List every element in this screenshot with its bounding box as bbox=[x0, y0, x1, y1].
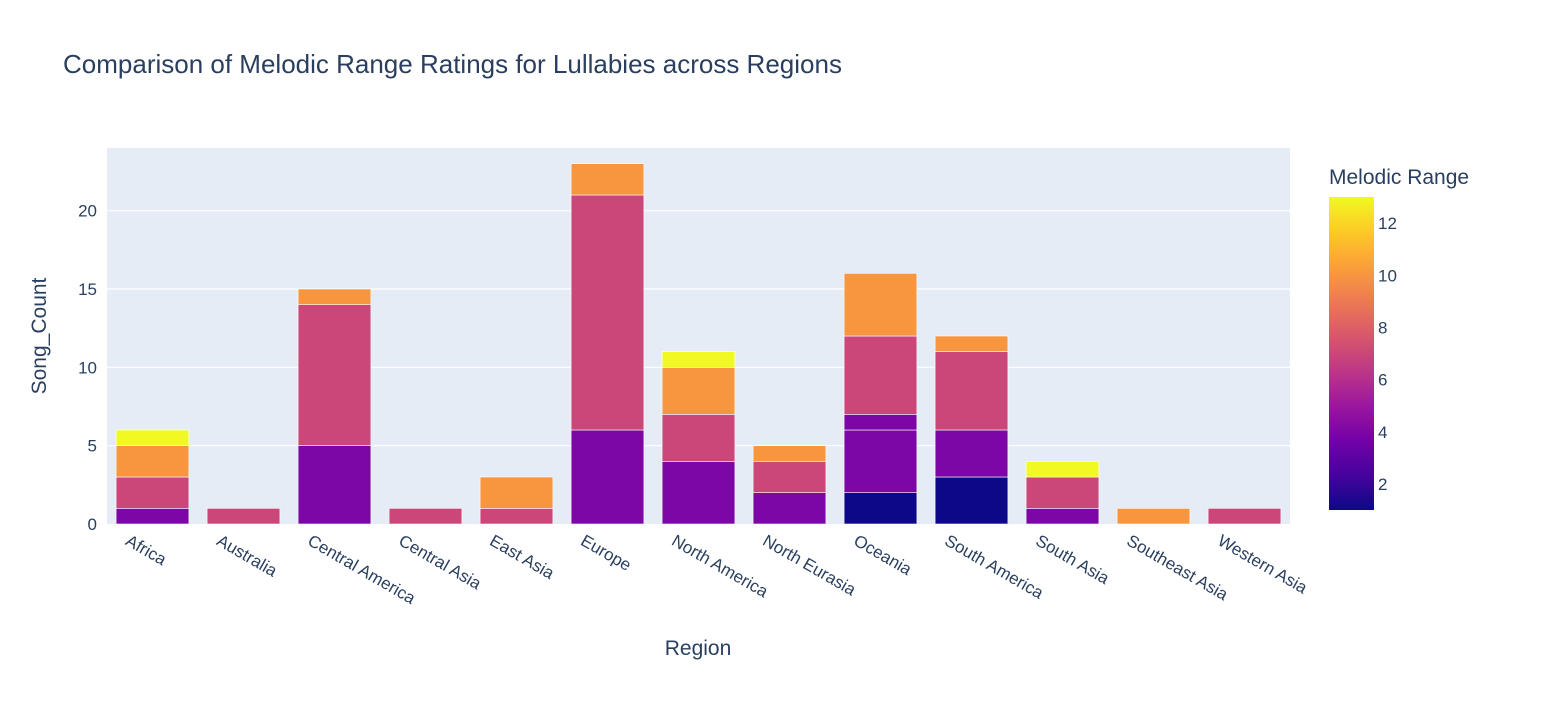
bar-segment-europe bbox=[570, 163, 645, 196]
bar-segment-north-america bbox=[661, 351, 736, 368]
y-tick-label: 0 bbox=[88, 515, 97, 534]
colorbar-ticks: 2 4 6 8 10 12 bbox=[1378, 214, 1397, 494]
bar-segment-africa bbox=[115, 476, 190, 509]
bar-segment-central-america bbox=[297, 288, 372, 305]
bar-segment-oceania bbox=[843, 492, 918, 525]
bars bbox=[115, 163, 1282, 525]
bar-segment-western-asia bbox=[1207, 508, 1282, 525]
colorbar bbox=[1329, 197, 1374, 510]
y-axis-title: Song_Count bbox=[28, 277, 51, 394]
bar-segment-central-america bbox=[297, 445, 372, 525]
x-tick-label: North America bbox=[669, 531, 772, 602]
bar-segment-east-asia bbox=[479, 476, 554, 509]
bar-segment-oceania bbox=[843, 414, 918, 431]
x-tick-label: North Eurasia bbox=[760, 531, 860, 600]
x-tick-label: South America bbox=[942, 531, 1048, 603]
colorbar-tick-label: 8 bbox=[1378, 318, 1387, 337]
x-tick-label: South Asia bbox=[1033, 531, 1113, 588]
x-tick-label: East Asia bbox=[487, 531, 558, 583]
bar-segment-north-america bbox=[661, 414, 736, 462]
bar-segment-north-america bbox=[661, 367, 736, 415]
bar-segment-south-america bbox=[934, 476, 1009, 525]
bar-segment-central-america bbox=[297, 304, 372, 446]
colorbar-tick-label: 12 bbox=[1378, 214, 1397, 233]
x-tick-label: Australia bbox=[214, 531, 281, 581]
bar-segment-north-eurasia bbox=[752, 461, 827, 493]
colorbar-tick-label: 10 bbox=[1378, 266, 1397, 285]
bar-segment-australia bbox=[206, 508, 281, 525]
colorbar-tick-label: 2 bbox=[1378, 475, 1387, 494]
y-tick-label: 15 bbox=[78, 280, 97, 299]
bar-segment-south-asia bbox=[1025, 508, 1100, 525]
bar-segment-africa bbox=[115, 508, 190, 525]
x-tick-label: Europe bbox=[578, 531, 635, 575]
bar-segment-europe bbox=[570, 194, 645, 431]
bar-segment-north-eurasia bbox=[752, 445, 827, 462]
bar-segment-africa bbox=[115, 429, 190, 446]
bar-segment-africa bbox=[115, 445, 190, 478]
x-tick-label: Africa bbox=[123, 531, 171, 569]
x-tick-label: Central Asia bbox=[396, 531, 485, 594]
bar-segment-south-america bbox=[934, 351, 1009, 431]
bar-segment-oceania bbox=[843, 273, 918, 337]
bar-segment-southeast-asia bbox=[1116, 508, 1191, 525]
x-tick-label: Oceania bbox=[851, 531, 916, 579]
bar-segment-south-asia bbox=[1025, 461, 1100, 478]
colorbar-tick-label: 6 bbox=[1378, 371, 1387, 390]
y-tick-label: 5 bbox=[88, 437, 97, 456]
chart-title: Comparison of Melodic Range Ratings for … bbox=[63, 49, 842, 79]
y-tick-label: 10 bbox=[78, 358, 97, 377]
colorbar-tick-label: 4 bbox=[1378, 423, 1387, 442]
bar-segment-south-america bbox=[934, 335, 1009, 352]
y-axis-ticks: 0 5 10 15 20 bbox=[78, 202, 97, 534]
bar-segment-south-asia bbox=[1025, 476, 1100, 509]
bar-segment-oceania bbox=[843, 429, 918, 493]
bar-segment-central-asia bbox=[388, 508, 463, 525]
bar-segment-south-america bbox=[934, 429, 1009, 478]
y-tick-label: 20 bbox=[78, 202, 97, 221]
x-axis-title: Region bbox=[665, 637, 732, 660]
bar-segment-oceania bbox=[843, 335, 918, 415]
bar-segment-east-asia bbox=[479, 508, 554, 525]
bar-segment-north-america bbox=[661, 461, 736, 525]
bar-segment-europe bbox=[570, 429, 645, 525]
bar-segment-north-eurasia bbox=[752, 492, 827, 525]
colorbar-title: Melodic Range bbox=[1329, 166, 1469, 189]
x-tick-label: Southeast Asia bbox=[1124, 531, 1232, 604]
